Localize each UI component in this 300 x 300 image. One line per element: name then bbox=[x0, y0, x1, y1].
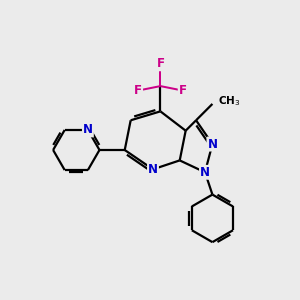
Text: CH$_3$: CH$_3$ bbox=[218, 94, 240, 108]
Text: F: F bbox=[179, 84, 187, 97]
Text: N: N bbox=[148, 163, 158, 176]
Text: F: F bbox=[134, 84, 142, 97]
Text: N: N bbox=[83, 123, 93, 136]
Text: F: F bbox=[156, 57, 164, 70]
Text: N: N bbox=[207, 138, 218, 151]
Text: N: N bbox=[200, 166, 210, 179]
